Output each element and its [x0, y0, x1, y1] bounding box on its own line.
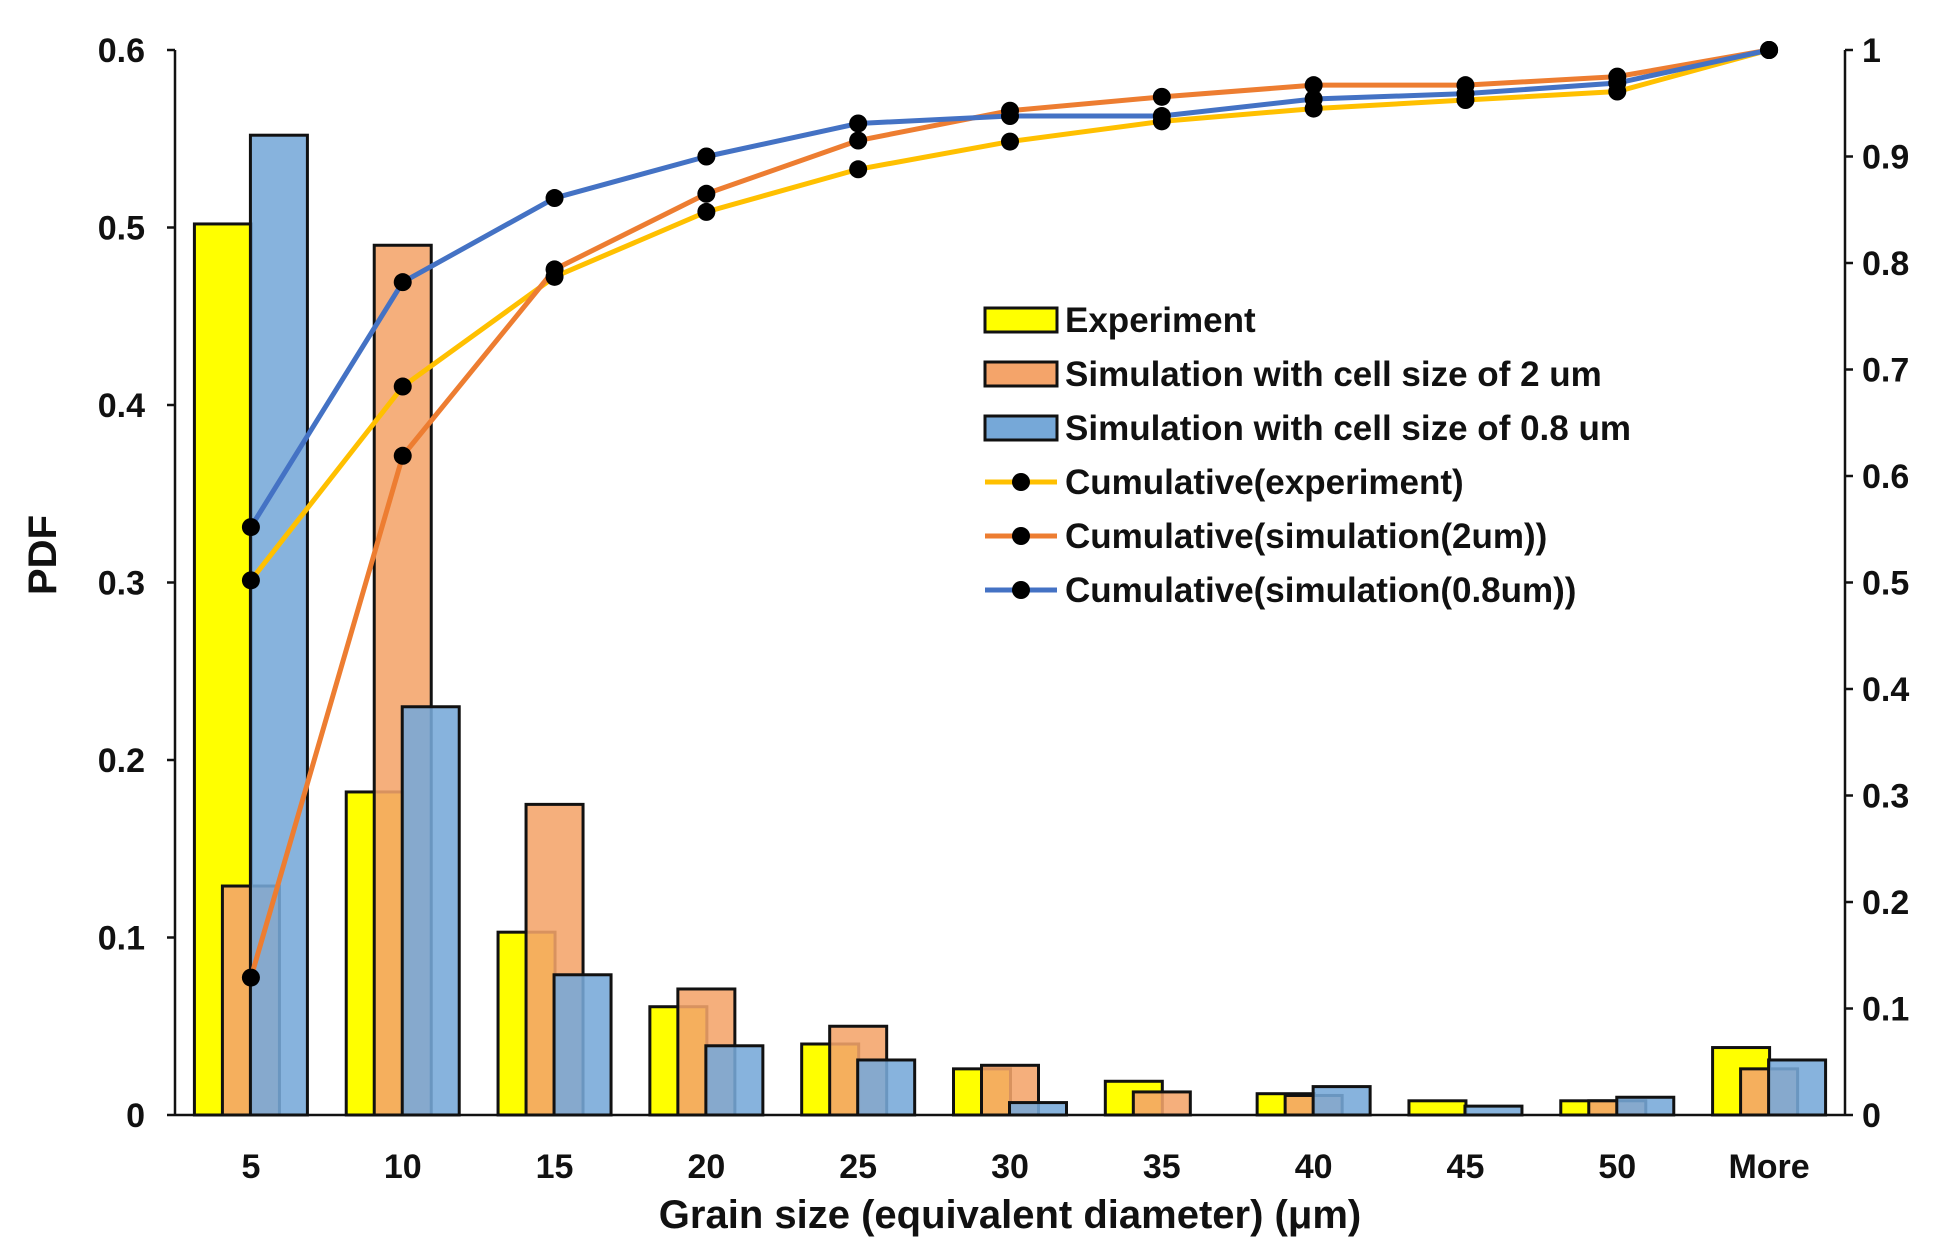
bar-series3-30 [1008, 1101, 1068, 1117]
legend-swatch-bar3 [983, 414, 1059, 442]
y2-tick-label: 0.2 [1862, 884, 1909, 922]
axes-layer [167, 48, 1853, 1117]
y2-tick-label: 0.6 [1862, 458, 1909, 496]
legend-label-line3: Cumulative(simulation(0.8um)) [1065, 571, 1576, 610]
y2-tick-label: 0 [1862, 1097, 1881, 1135]
y2-tick-label: 0.5 [1862, 565, 1909, 603]
x-tick-label: 45 [1447, 1148, 1485, 1186]
point-series2-20 [697, 184, 716, 203]
y2-tick-label: 0.7 [1862, 352, 1909, 390]
point-series2-40 [1304, 76, 1323, 95]
point-series3-25 [849, 114, 868, 133]
x-tick-label: 20 [687, 1148, 725, 1186]
x-tick-label: 35 [1143, 1148, 1181, 1186]
point-series3-45 [1456, 84, 1475, 103]
legend-label-line1: Cumulative(experiment) [1065, 463, 1464, 502]
point-series1-20 [697, 202, 716, 221]
bar-series3-50 [1615, 1095, 1676, 1117]
x-tick-label: More [1728, 1148, 1809, 1186]
legend-label-bar3: Simulation with cell size of 0.8 um [1065, 409, 1631, 448]
legend-marker-line2 [1012, 527, 1030, 545]
y2-tick-label: 0.4 [1862, 671, 1909, 709]
point-series3-40 [1304, 89, 1323, 108]
y-tick-label: 0.1 [98, 920, 145, 958]
point-series1-5 [241, 571, 260, 590]
y-tick-label: 0.2 [98, 742, 145, 780]
y2-tick-label: 1 [1862, 32, 1881, 70]
legend-label-bar2: Simulation with cell size of 2 um [1065, 355, 1602, 394]
y-tick-label: 0 [126, 1097, 145, 1135]
bar-series3-15 [552, 973, 613, 1117]
point-series1-30 [1001, 132, 1019, 151]
legend: Experiment Simulation with cell size of 2… [983, 301, 1631, 610]
x-tick-label: 5 [241, 1148, 260, 1186]
legend-swatch-bar1 [983, 306, 1059, 334]
y2-tick-label: 0.8 [1862, 245, 1909, 283]
point-series2-25 [849, 131, 868, 150]
bar-series3-25 [856, 1058, 917, 1117]
point-series3-50 [1608, 74, 1627, 93]
bar-series2-35 [1131, 1090, 1192, 1117]
point-series3-More [1760, 41, 1779, 59]
ticks-layer: 0 0.1 0.2 0.3 0.4 0.5 0.6 0 0.1 0.2 0.3 0.4 0.5 0.6 0.… [98, 32, 1910, 1186]
bar-series3-10 [400, 705, 461, 1117]
point-series2-10 [393, 446, 412, 465]
point-series2-5 [241, 968, 260, 987]
point-series1-25 [849, 160, 868, 179]
y-tick-label: 0.6 [98, 32, 145, 70]
point-series1-10 [393, 377, 412, 396]
legend-label-line2: Cumulative(simulation(2um)) [1065, 517, 1547, 556]
y-tick-label: 0.5 [98, 210, 145, 248]
bar-series1-45 [1407, 1099, 1468, 1117]
bar-series3-More [1767, 1058, 1828, 1117]
point-series3-10 [393, 273, 412, 292]
y-tick-label: 0.4 [98, 387, 145, 425]
bar-series3-45 [1463, 1104, 1524, 1117]
point-series3-20 [697, 147, 716, 166]
legend-marker-line3 [1012, 581, 1030, 599]
x-tick-label: 50 [1598, 1148, 1636, 1186]
x-tick-label: 30 [991, 1148, 1029, 1186]
x-axis-title: Grain size (equivalent diameter) (μm) [659, 1193, 1361, 1237]
y-tick-label: 0.3 [98, 565, 145, 603]
y2-tick-label: 0.1 [1862, 991, 1909, 1029]
y2-tick-label: 0.3 [1862, 778, 1909, 816]
x-tick-label: 25 [839, 1148, 877, 1186]
legend-label-bar1: Experiment [1065, 301, 1256, 340]
x-tick-label: 10 [384, 1148, 422, 1186]
y2-tick-label: 0.9 [1862, 139, 1909, 177]
point-series3-35 [1152, 107, 1171, 126]
legend-marker-line1 [1012, 473, 1030, 491]
point-series3-15 [545, 189, 564, 208]
point-series3-30 [1001, 107, 1019, 126]
point-series3-5 [241, 518, 260, 537]
x-tick-label: 40 [1295, 1148, 1333, 1186]
bar-series3-5 [248, 133, 309, 1117]
point-series2-35 [1152, 87, 1171, 106]
bar-series3-20 [704, 1044, 765, 1117]
bars-layer [192, 133, 1828, 1117]
x-tick-label: 15 [536, 1148, 574, 1186]
legend-swatch-bar2 [983, 360, 1059, 388]
point-series2-15 [545, 260, 564, 279]
bar-series3-40 [1311, 1085, 1372, 1117]
lines-layer [241, 41, 1779, 987]
y-axis-title: PDF [21, 515, 65, 595]
